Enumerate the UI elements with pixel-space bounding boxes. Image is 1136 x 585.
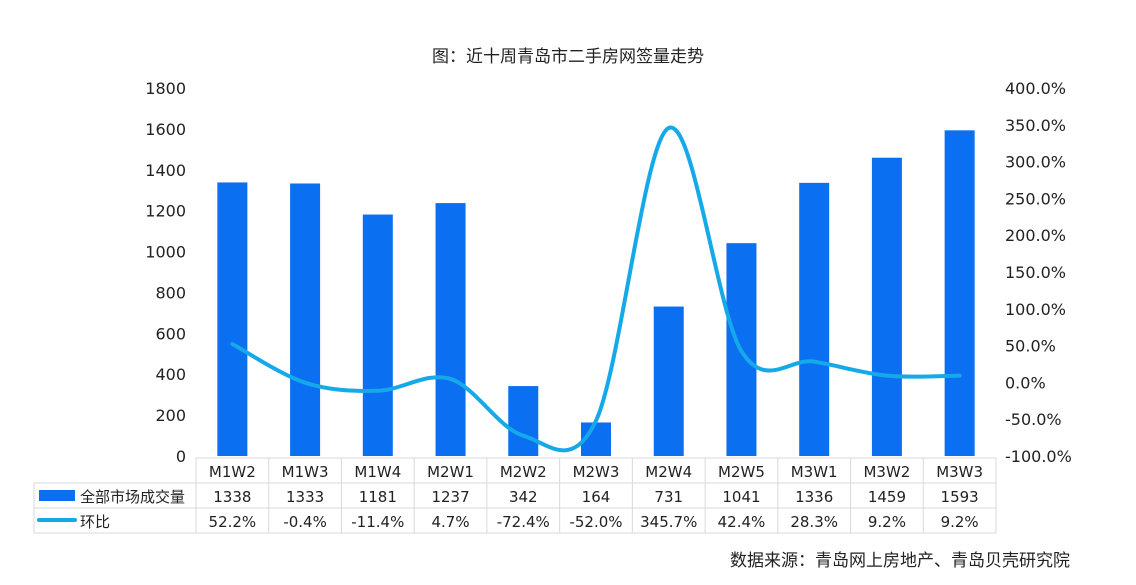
chart-title: 图：近十周青岛市二手房网签量走势 — [432, 47, 704, 67]
right-axis-tick: 350.0% — [1005, 116, 1066, 135]
line-data-label: 52.2% — [209, 513, 257, 531]
left-axis-tick: 1800 — [145, 79, 186, 98]
right-axis-tick: 250.0% — [1005, 189, 1066, 208]
right-axis-tick: 50.0% — [1005, 337, 1056, 356]
right-axis-tick: 0.0% — [1005, 373, 1046, 392]
line-series-huanbi — [230, 125, 962, 453]
bar — [362, 214, 393, 456]
bar-data-label: 1338 — [213, 488, 251, 506]
bar-data-label: 1181 — [359, 488, 397, 506]
bar — [944, 130, 975, 456]
category-label: M1W3 — [282, 463, 329, 481]
line-data-label: 9.2% — [941, 513, 979, 531]
category-label: M3W2 — [863, 463, 910, 481]
line-data-label: -0.4% — [283, 513, 327, 531]
bar — [508, 386, 539, 456]
bar-data-label: 731 — [654, 488, 683, 506]
category-label: M2W1 — [427, 463, 474, 481]
line-data-label: 4.7% — [431, 513, 469, 531]
right-axis-tick: 200.0% — [1005, 226, 1066, 245]
left-axis-tick: 1200 — [145, 202, 186, 221]
left-axis-tick: 1400 — [145, 161, 186, 180]
right-axis-tick: 400.0% — [1005, 79, 1066, 98]
right-axis-tick: -50.0% — [1005, 410, 1062, 429]
bar — [871, 157, 902, 456]
bar-data-label: 1333 — [286, 488, 324, 506]
right-axis-tick: -100.0% — [1005, 447, 1072, 466]
legend-line-label: 环比 — [80, 513, 110, 531]
left-axis-tick: 200 — [155, 406, 186, 425]
bar-data-label: 1041 — [722, 488, 760, 506]
category-label: M1W2 — [209, 463, 256, 481]
bar-data-label: 1593 — [941, 488, 979, 506]
line-data-label: 28.3% — [790, 513, 838, 531]
left-axis-tick: 1600 — [145, 120, 186, 139]
bar-data-label: 1459 — [868, 488, 906, 506]
line-data-label: -72.4% — [497, 513, 550, 531]
bar-data-label: 164 — [582, 488, 611, 506]
left-axis-tick: 600 — [155, 324, 186, 343]
category-label: M3W1 — [791, 463, 838, 481]
right-axis-tick: 100.0% — [1005, 300, 1066, 319]
left-axis-tick: 800 — [155, 283, 186, 302]
bar — [653, 306, 684, 456]
bar — [217, 182, 248, 456]
line-data-label: 345.7% — [640, 513, 697, 531]
category-label: M3W3 — [936, 463, 983, 481]
category-label: M2W5 — [718, 463, 765, 481]
right-axis-tick: 150.0% — [1005, 263, 1066, 282]
bar-data-label: 1237 — [431, 488, 469, 506]
bar-data-label: 342 — [509, 488, 538, 506]
category-label: M2W4 — [645, 463, 692, 481]
category-label: M1W4 — [354, 463, 401, 481]
legend-bar-label: 全部市场成交量 — [80, 488, 185, 506]
bar — [435, 203, 466, 456]
bar — [290, 183, 321, 456]
line-data-label: -11.4% — [351, 513, 404, 531]
left-axis-tick: 0 — [176, 447, 186, 466]
category-label: M2W3 — [573, 463, 620, 481]
line-data-label: -52.0% — [569, 513, 622, 531]
category-label: M2W2 — [500, 463, 547, 481]
right-axis-tick: 300.0% — [1005, 153, 1066, 172]
left-axis-tick: 400 — [155, 365, 186, 384]
legend-bar-swatch — [39, 490, 75, 501]
left-axis-tick: 1000 — [145, 243, 186, 262]
line-data-label: 9.2% — [868, 513, 906, 531]
bar-data-label: 1336 — [795, 488, 833, 506]
line-data-label: 42.4% — [718, 513, 766, 531]
source-note: 数据来源：青岛网上房地产、青岛贝壳研究院 — [730, 551, 1070, 571]
bar — [799, 182, 830, 456]
